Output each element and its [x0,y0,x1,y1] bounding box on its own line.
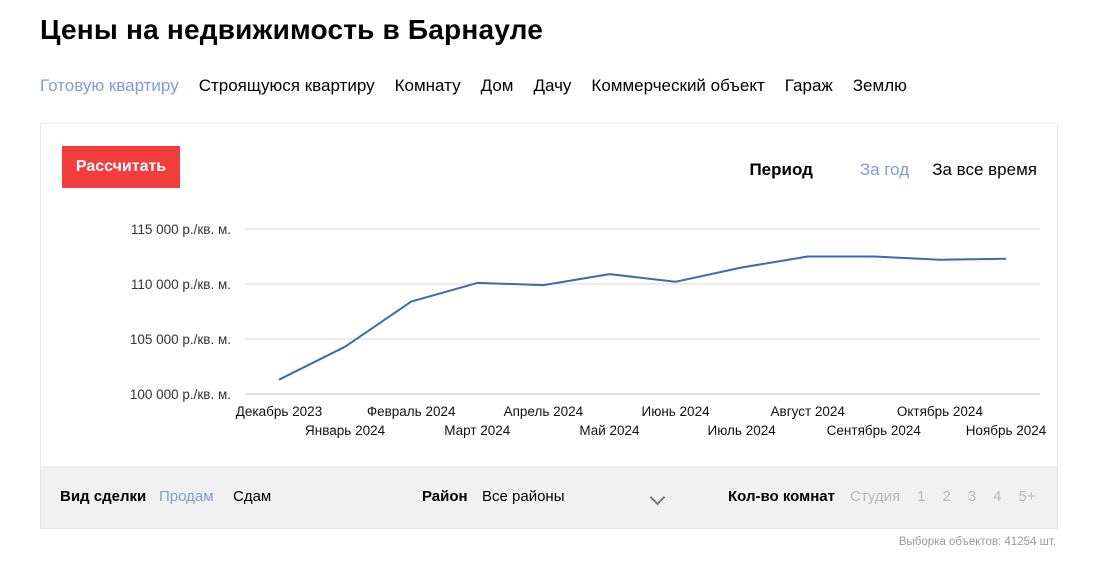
data-point[interactable] [937,257,943,263]
price-series-line [278,255,1007,381]
tab-house[interactable]: Дом [480,76,514,95]
rooms-option-4[interactable]: 4 [993,488,1002,505]
x-tick-label: Август 2024 [771,404,846,419]
data-point[interactable] [739,265,745,271]
x-tick-label: Апрель 2024 [504,404,584,419]
x-tick-label: Февраль 2024 [367,404,456,419]
data-point[interactable] [1003,256,1009,262]
period-selector: Период За год За все время [749,160,1037,180]
page-title: Цены на недвижимость в Барнауле [40,14,544,45]
deal-option-sell[interactable]: Продам [159,488,214,505]
period-label: Период [749,160,813,179]
x-tick-label: Май 2024 [579,423,640,438]
rooms-option-3[interactable]: 3 [967,488,977,505]
x-tick-label: Июнь 2024 [641,404,710,419]
tab-room[interactable]: Комнату [394,76,461,95]
data-point[interactable] [606,271,612,277]
price-line-chart: 100 000 р./кв. м. 105 000 р./кв. м. 110 00… [130,222,1047,438]
x-tick-label: Январь 2024 [305,423,386,438]
period-option-all-time[interactable]: За все время [932,160,1037,179]
district-label: Район [422,488,468,505]
rooms-option-studio[interactable]: Студия [850,488,901,505]
data-point[interactable] [871,254,877,260]
data-point[interactable] [408,299,414,305]
data-point[interactable] [342,344,348,350]
x-tick-label: Сентябрь 2024 [827,423,922,438]
tab-commercial[interactable]: Коммерческий объект [591,76,765,95]
x-tick-label: Ноябрь 2024 [966,423,1047,438]
x-tick-label: Октябрь 2024 [897,404,984,419]
tab-new-building[interactable]: Строящуюся квартиру [198,76,375,95]
y-tick-label: 105 000 р./кв. м. [130,332,231,347]
deal-option-rent[interactable]: Сдам [233,488,272,505]
property-type-tabs: Готовую квартиру Строящуюся квартиру Ком… [40,76,927,96]
rooms-label: Кол-во комнат [728,488,835,505]
rooms-options: Студия 1 2 3 4 5+ [835,466,1036,528]
deal-type-label: Вид сделки [60,488,147,505]
tab-garage[interactable]: Гараж [784,76,833,95]
rooms-option-1[interactable]: 1 [917,488,926,505]
calculate-button[interactable]: Рассчитать [62,146,180,188]
data-point[interactable] [805,254,811,260]
y-tick-label: 100 000 р./кв. м. [130,387,231,402]
rooms-option-5plus[interactable]: 5+ [1018,488,1036,505]
data-point[interactable] [540,282,546,288]
tab-ready-apartment[interactable]: Готовую квартиру [40,76,179,95]
y-tick-label: 115 000 р./кв. м. [131,222,231,237]
y-tick-label: 110 000 р./кв. м. [131,277,231,292]
district-select[interactable]: Все районы [482,466,667,528]
sample-size-note: Выборка объектов: 41254 шт. [898,536,1056,548]
x-tick-label: Июль 2024 [708,423,777,438]
data-point[interactable] [276,377,282,383]
period-option-year[interactable]: За год [859,160,910,179]
tab-land[interactable]: Землю [852,76,907,95]
rooms-option-2[interactable]: 2 [942,488,951,505]
data-point[interactable] [474,280,480,286]
tab-dacha[interactable]: Дачу [533,76,572,95]
x-tick-label: Март 2024 [444,423,511,438]
price-chart-card: 100 000 р./кв. м. 105 000 р./кв. м. 110 00… [40,123,1058,529]
chevron-down-icon [649,489,666,506]
filters-bar: Вид сделки Продам Сдам Район Все районы … [41,466,1057,528]
x-tick-label: Декабрь 2023 [236,404,322,419]
data-point[interactable] [673,279,679,285]
district-select-value: Все районы [482,488,565,505]
